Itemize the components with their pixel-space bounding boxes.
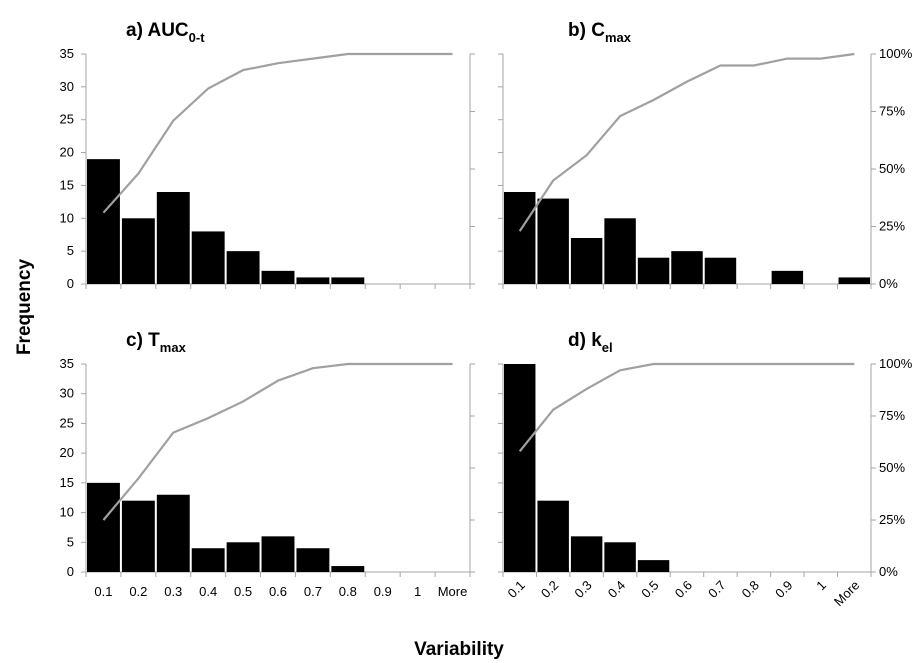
x-tick-label: 1: [414, 584, 421, 599]
y-tick-label: 0: [67, 276, 74, 291]
x-tick-label: 0.1: [504, 578, 527, 601]
x-tick-label: 0.9: [374, 584, 392, 599]
y2-tick-label: 75%: [879, 408, 905, 423]
y2-tick-label: 75%: [879, 104, 905, 119]
x-tick-label: 0.8: [739, 578, 762, 601]
y-tick-label: 20: [60, 445, 74, 460]
y-tick-label: 25: [60, 415, 74, 430]
bar: [261, 536, 295, 572]
bar: [504, 364, 536, 572]
bar: [226, 542, 260, 572]
bar: [604, 218, 636, 284]
panel-c-title: c) Tmax: [126, 330, 187, 355]
y-tick-label: 35: [60, 46, 74, 61]
y2-tick-label: 100%: [879, 356, 913, 371]
bar: [296, 277, 330, 284]
bar: [156, 192, 190, 284]
bar: [261, 270, 295, 284]
x-tick-label: 0.9: [772, 578, 795, 601]
x-axis-label: Variability: [414, 639, 504, 660]
bar: [604, 542, 636, 572]
y-tick-label: 30: [60, 386, 74, 401]
panel-a: a) AUC0-t 0 5 10 15 20 25 30 35: [60, 20, 475, 291]
x-tick-label: More: [438, 584, 468, 599]
y-tick-label: 15: [60, 475, 74, 490]
x-tick-label: 0.5: [638, 578, 661, 601]
bar: [637, 560, 670, 572]
x-tick-label: 0.8: [339, 584, 357, 599]
bar: [771, 270, 804, 284]
x-tick-label: 0.3: [571, 578, 594, 601]
x-tick-label: 0.4: [199, 584, 217, 599]
x-tick-label: 0.5: [234, 584, 252, 599]
bar: [704, 257, 737, 284]
x-tick-label: 0.3: [164, 584, 182, 599]
cumulative-line: [102, 362, 453, 521]
y2-tick-label: 50%: [879, 161, 905, 176]
y-tick-label: 5: [67, 243, 74, 258]
panel-d: d) kel 0% 25% 50% 75% 100% 0.1 0.2 0.3 0.4 0.5 0.6 0…: [498, 330, 913, 609]
x-tick-label: 0.7: [304, 584, 322, 599]
y-tick-label: 10: [60, 210, 74, 225]
y-tick-label: 5: [67, 534, 74, 549]
x-tick-label: 0.6: [269, 584, 287, 599]
y-tick-label: 20: [60, 145, 74, 160]
bar: [226, 251, 260, 284]
bar: [191, 231, 225, 284]
bar: [331, 566, 365, 572]
y-tick-label: 30: [60, 79, 74, 94]
cumulative-line: [518, 362, 855, 453]
x-tick-label: More: [831, 578, 863, 610]
y2-tick-label: 0%: [879, 564, 898, 579]
cumulative-line: [518, 52, 855, 232]
bar: [87, 159, 120, 284]
bar: [87, 482, 120, 572]
y-tick-label: 35: [60, 356, 74, 371]
bar: [296, 548, 330, 572]
y-axis-label: Frequency: [14, 259, 35, 356]
bar: [537, 198, 569, 284]
y2-tick-label: 25%: [879, 512, 905, 527]
y2-tick-label: 50%: [879, 460, 905, 475]
bar: [537, 500, 569, 572]
bar: [191, 548, 225, 572]
x-tick-label: 0.6: [672, 578, 695, 601]
bar: [121, 500, 155, 572]
bar: [838, 277, 870, 284]
panel-a-title: a) AUC0-t: [126, 20, 205, 45]
bar: [570, 536, 603, 572]
x-tick-label: 0.1: [94, 584, 112, 599]
bar: [331, 277, 365, 284]
x-tick-label: 1: [813, 578, 829, 594]
y2-tick-label: 25%: [879, 219, 905, 234]
bar: [570, 238, 603, 284]
y2-tick-label: 100%: [879, 46, 913, 61]
y-tick-label: 10: [60, 505, 74, 520]
y-tick-label: 15: [60, 177, 74, 192]
panel-d-title: d) kel: [568, 330, 613, 355]
y2-tick-label: 0%: [879, 276, 898, 291]
x-tick-label: 0.2: [538, 578, 561, 601]
bar: [637, 257, 670, 284]
panel-b-title: b) Cmax: [568, 20, 632, 45]
y-tick-label: 0: [67, 564, 74, 579]
x-tick-label: 0.7: [705, 578, 728, 601]
bar: [671, 251, 703, 284]
bar: [156, 494, 190, 572]
y-tick-label: 25: [60, 112, 74, 127]
bar: [121, 218, 155, 284]
panel-b: b) Cmax 0% 25% 50% 75% 100%: [498, 20, 913, 291]
bar: [504, 192, 536, 284]
x-tick-label: 0.4: [605, 578, 628, 601]
panel-c: c) Tmax 0 5 10 15 20 25 30 35 0.1 0.2 0.3 0.4 0.5 0.6 0…: [60, 330, 475, 599]
cumulative-line: [102, 52, 453, 214]
x-tick-label: 0.2: [129, 584, 147, 599]
